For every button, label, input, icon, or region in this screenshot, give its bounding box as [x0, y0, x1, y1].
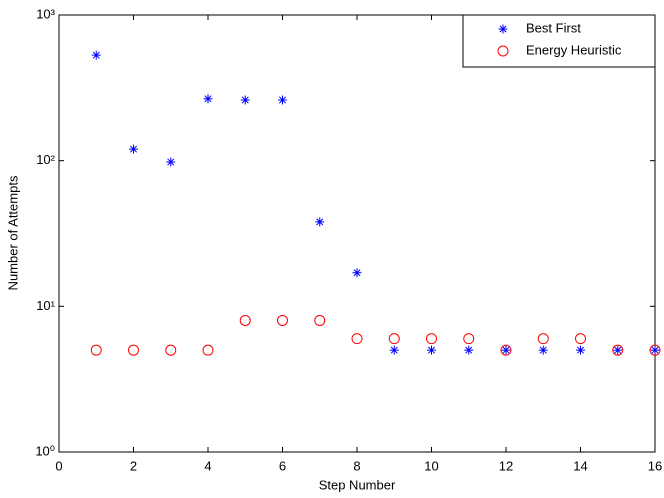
x-tick-label: 8 [353, 458, 360, 473]
y-axis-label: Number of Attempts [5, 175, 20, 290]
data-point [389, 345, 399, 355]
data-point [388, 333, 400, 345]
data-point [612, 344, 624, 356]
data-point [240, 95, 250, 105]
data-point [166, 157, 176, 167]
data-point [165, 344, 177, 356]
x-axis-label: Step Number [319, 477, 396, 492]
data-point [277, 314, 288, 326]
data-point [426, 333, 437, 345]
x-tick-label: 16 [648, 458, 662, 473]
x-tick-label: 2 [130, 458, 137, 473]
data-point [90, 344, 102, 356]
data-point [575, 333, 586, 345]
y-tick-label: 10³ [36, 6, 55, 21]
data-point [352, 268, 362, 278]
legend-box [462, 14, 656, 68]
data-point [576, 345, 585, 355]
data-point [91, 50, 101, 60]
data-point [314, 314, 326, 326]
data-point [649, 344, 661, 356]
data-point [129, 144, 138, 154]
data-point [650, 345, 660, 355]
x-tick-label: 6 [279, 458, 286, 473]
data-point [427, 345, 436, 355]
plot-frame [58, 14, 656, 453]
data-point [278, 95, 287, 105]
legend-label: Energy Heuristic [526, 42, 622, 57]
data-point [315, 217, 325, 227]
x-tick-label: 4 [204, 458, 211, 473]
data-point [613, 345, 623, 355]
x-tick-label: 10 [424, 458, 438, 473]
x-tick-label: 0 [55, 458, 62, 473]
x-tick-label: 12 [499, 458, 513, 473]
y-tick-label: 10⁰ [35, 443, 55, 458]
x-tick-label: 14 [573, 458, 587, 473]
legend-marker [497, 45, 509, 57]
legend-marker [498, 24, 508, 34]
data-point [537, 333, 549, 345]
data-point [239, 314, 251, 326]
y-tick-label: 10¹ [36, 298, 55, 313]
data-point [202, 344, 214, 356]
data-point [501, 345, 511, 355]
data-point [500, 344, 512, 356]
data-point [464, 345, 474, 355]
data-point [203, 94, 213, 104]
data-point [128, 344, 139, 356]
legend-label: Best First [526, 20, 581, 35]
data-point [351, 333, 363, 345]
data-point [538, 345, 548, 355]
y-tick-label: 10² [36, 152, 55, 167]
data-point [463, 333, 475, 345]
